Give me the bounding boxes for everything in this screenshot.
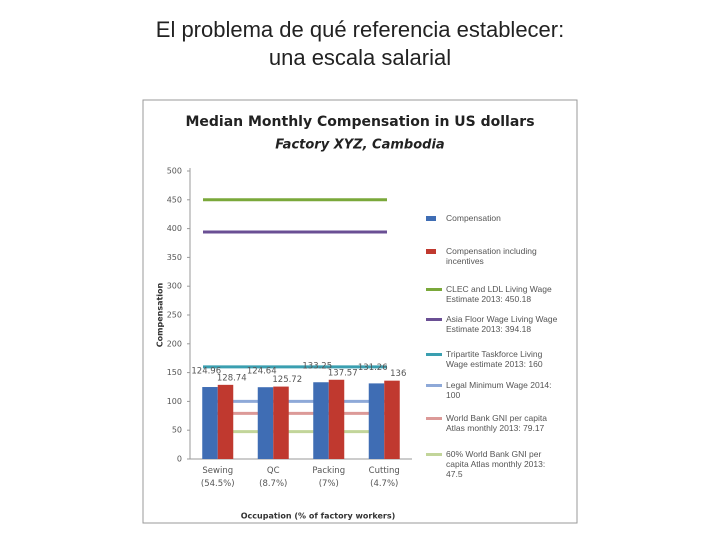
legend-swatch [426, 453, 442, 456]
legend-swatch [426, 288, 442, 291]
value-label: 124.96 [191, 367, 221, 377]
value-label: 136 [390, 369, 406, 379]
chart-title: Median Monthly Compensation in US dollar… [185, 114, 534, 130]
bar [273, 386, 289, 459]
legend-label: 60% World Bank GNI per capita Atlas mont… [446, 449, 546, 479]
bar [217, 384, 234, 459]
y-axis-label: Compensation [156, 282, 165, 347]
x-tick-label: Sewing (54.5%) [201, 466, 235, 489]
x-tick-label: Cutting (4.7%) [369, 466, 400, 489]
legend-swatch [426, 249, 436, 254]
bar [202, 387, 218, 459]
legend-label: Legal Minimum Wage 2014: 100 [446, 380, 552, 400]
bar [313, 382, 329, 459]
title-line: una escala salarial [268, 45, 452, 70]
bar [328, 379, 345, 459]
value-label: 124.64 [247, 367, 277, 377]
y-tick-label: 100 [167, 397, 182, 406]
title-line: El problema de qué referencia establecer… [155, 17, 565, 42]
legend-swatch [426, 417, 442, 420]
bar [368, 383, 385, 459]
bar [384, 380, 400, 459]
y-tick-label: 250 [167, 311, 182, 320]
y-tick-label: 450 [167, 195, 182, 204]
legend-label: World Bank GNI per capita Atlas monthly … [446, 413, 547, 433]
value-label: 128.74 [217, 373, 247, 383]
legend-swatch [426, 318, 442, 321]
legend-label: Asia Floor Wage Living Wage Estimate 201… [446, 314, 558, 334]
y-tick-label: 500 [167, 167, 182, 176]
x-tick-label: QC (8.7%) [259, 466, 287, 489]
legend-swatch [426, 353, 442, 356]
legend-label: Compensation [446, 213, 501, 223]
legend-label: Tripartite Taskforce Living Wage estimat… [446, 349, 543, 369]
legend-label: CLEC and LDL Living Wage Estimate 2013: … [446, 284, 552, 304]
y-tick-label: 150 [167, 368, 182, 377]
x-tick-label: Packing (7%) [312, 466, 345, 489]
legend-label: Compensation including incentives [446, 246, 537, 266]
y-tick-label: 400 [167, 224, 182, 233]
chart-subtitle: Factory XYZ, Cambodia [275, 138, 444, 153]
value-label: 137.57 [328, 368, 358, 378]
value-label: 125.72 [272, 375, 302, 385]
y-tick-label: 0 [177, 455, 182, 464]
value-label: 133.25 [302, 362, 332, 372]
y-tick-label: 300 [167, 282, 182, 291]
value-label: 131.26 [358, 363, 388, 373]
y-tick-label: 350 [167, 253, 182, 262]
y-tick-label: 50 [172, 426, 182, 435]
legend-swatch [426, 216, 436, 221]
x-axis-label: Occupation (% of factory workers) [241, 512, 395, 521]
slide-title: El problema de qué referencia establecer… [0, 16, 720, 72]
legend-swatch [426, 384, 442, 387]
y-tick-label: 200 [167, 339, 182, 348]
bar [257, 387, 274, 459]
